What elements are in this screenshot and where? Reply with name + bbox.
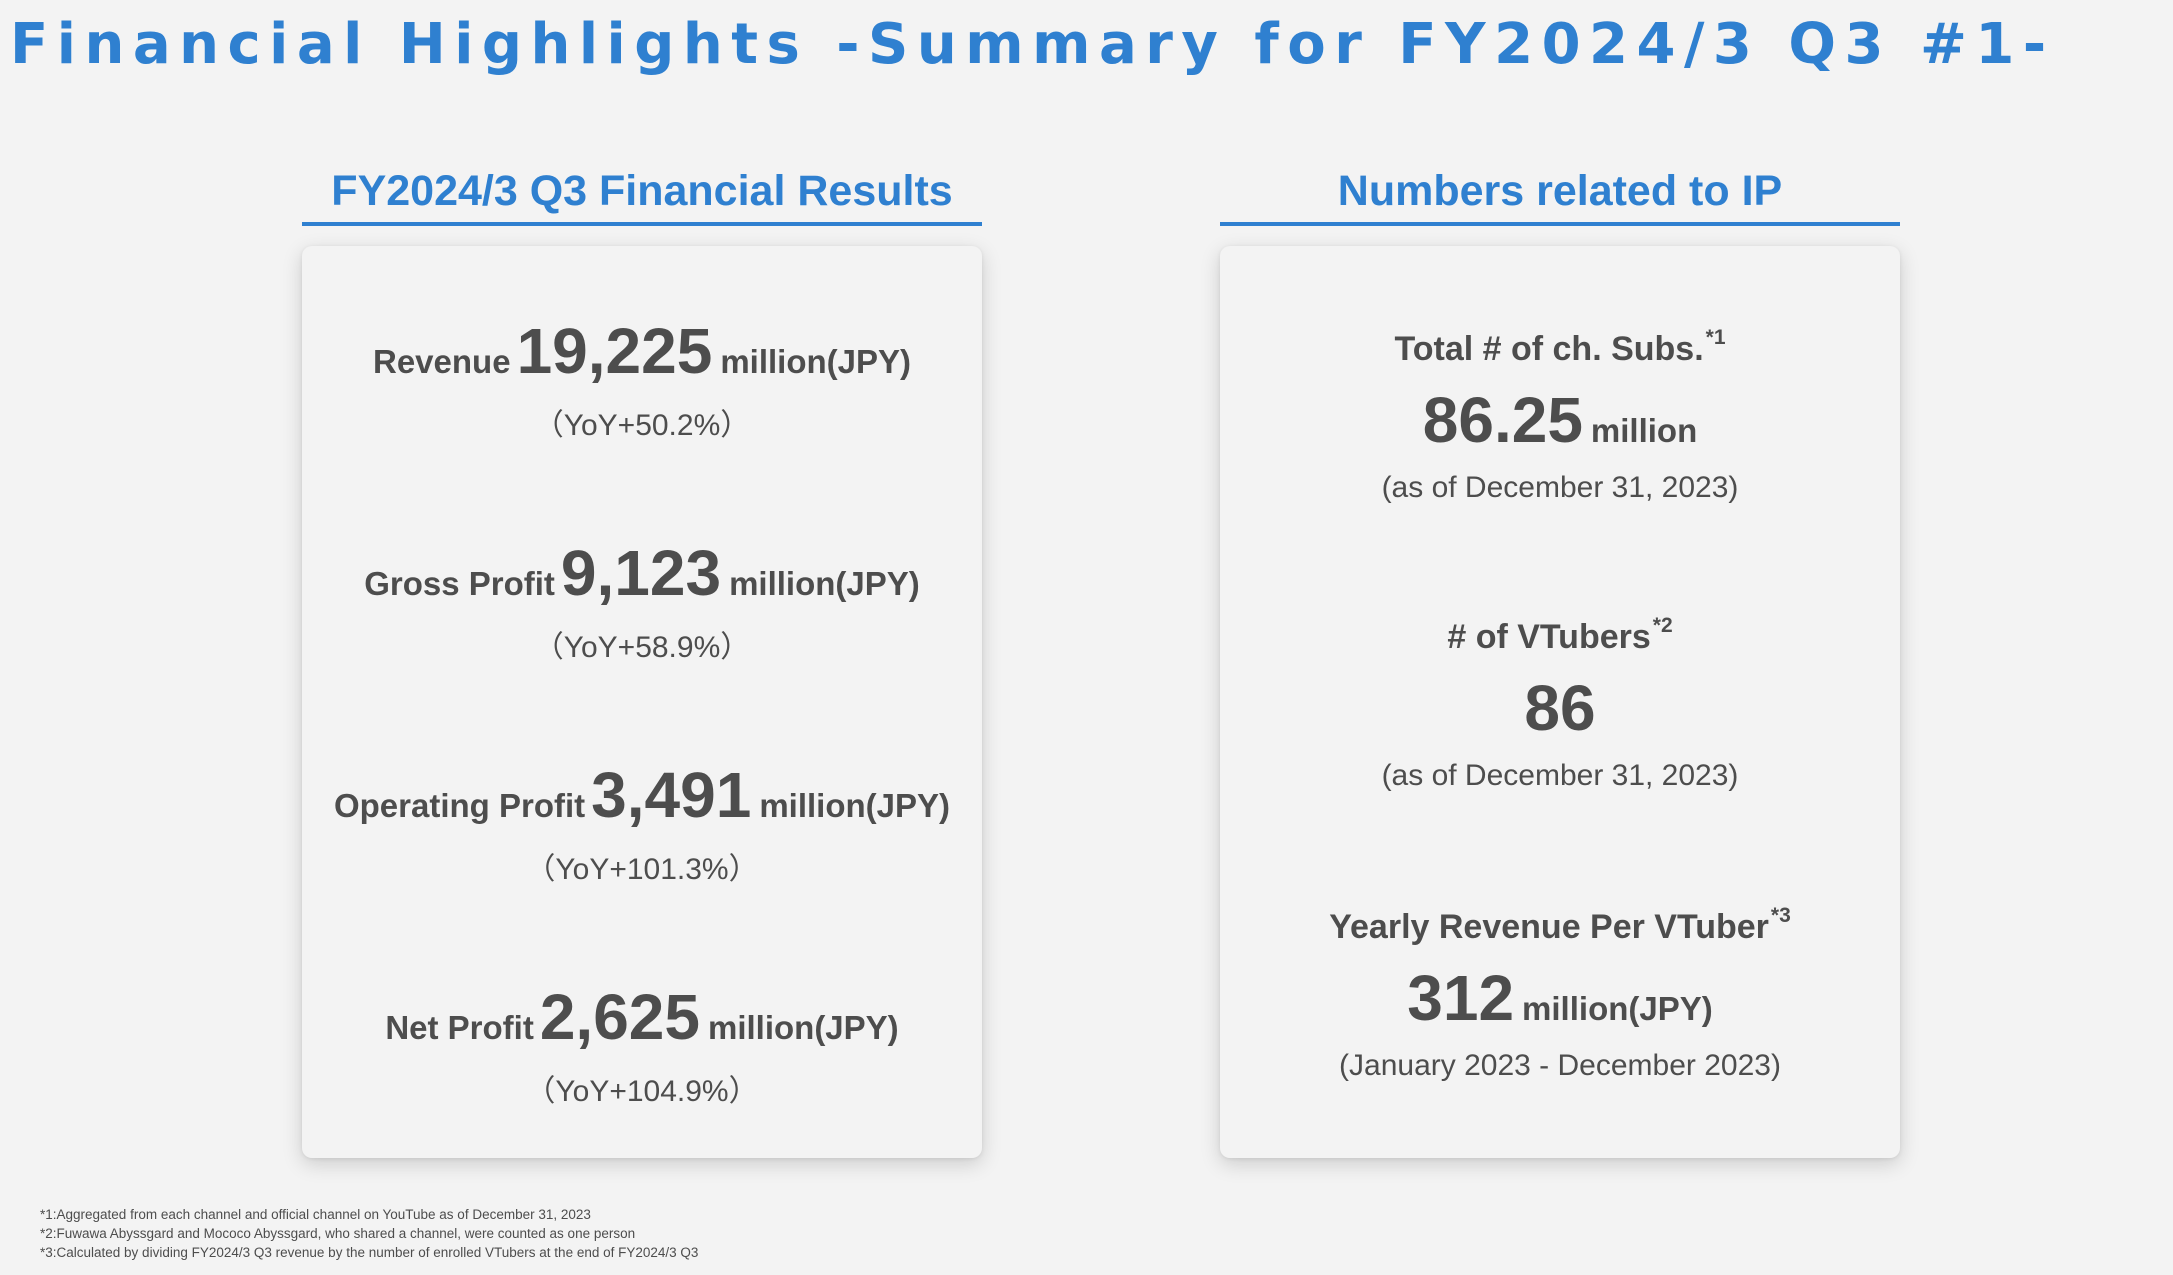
ip-item-unit: million(JPY) [1522,990,1713,1027]
footnote: *2:Fuwawa Abyssgard and Mococo Abyssgard… [40,1226,636,1241]
ip-item-label: # of VTubers [1447,618,1651,656]
ip-item-note: (January 2023 - December 2023) [1339,1049,1781,1082]
footnote-ref: *1 [1705,326,1726,349]
metric-yoy: （YoY+58.9%） [533,631,751,664]
metric-value: 9,123 [560,537,722,609]
metric-label: Revenue [373,343,511,380]
metric-gross-profit: Gross Profit9,123 million(JPY) （YoY+58.9%… [302,536,982,666]
metric-unit: million(JPY) [720,343,911,380]
metric-yoy: （YoY+104.9%） [525,1075,759,1108]
ip-item-unit: million [1590,412,1698,449]
ip-item-vtubers: # of VTubers*2 86 (as of December 31, 20… [1220,614,1900,793]
footnote-ref: *2 [1652,614,1673,637]
financial-results-card: Revenue19,225 million(JPY) （YoY+50.2%） Gr… [302,246,982,1158]
ip-numbers-card: Total # of ch. Subs.*1 86.25 million (as … [1220,246,1900,1158]
metric-revenue: Revenue19,225 million(JPY) （YoY+50.2%） [302,314,982,444]
financial-results-heading: FY2024/3 Q3 Financial Results [302,160,982,226]
metric-unit: million(JPY) [729,565,920,602]
footnote: *3:Calculated by dividing FY2024/3 Q3 re… [40,1245,699,1260]
metric-value: 2,625 [539,981,700,1053]
metric-label: Net Profit [385,1009,534,1046]
metric-label: Operating Profit [333,787,586,824]
ip-item-label: Yearly Revenue Per VTuber [1329,908,1769,946]
ip-item-note: (as of December 31, 2023) [1381,759,1739,792]
metric-yoy: （YoY+50.2%） [533,409,751,442]
ip-numbers-section: Numbers related to IP Total # of ch. Sub… [1220,160,1900,1158]
footnote: *1:Aggregated from each channel and offi… [40,1207,591,1222]
ip-numbers-heading: Numbers related to IP [1220,160,1900,226]
page-title: Financial Highlights -Summary for FY2024… [10,12,2055,77]
ip-item-label: Total # of ch. Subs. [1394,330,1704,368]
metric-unit: million(JPY) [707,1009,899,1046]
ip-item-value: 86 [1524,672,1596,744]
footnote-ref: *3 [1770,904,1791,927]
footnotes: *1:Aggregated from each channel and offi… [40,1205,698,1262]
metric-unit: million(JPY) [759,787,951,824]
financial-results-section: FY2024/3 Q3 Financial Results Revenue19,… [302,160,982,1158]
ip-item-value: 86.25 [1422,384,1583,456]
metric-operating-profit: Operating Profit3,491 million(JPY) （YoY+1… [302,758,982,888]
metric-value: 19,225 [516,315,713,387]
ip-item-value: 312 [1407,962,1515,1034]
metric-label: Gross Profit [364,565,555,602]
metric-value: 3,491 [591,759,752,831]
metric-yoy: （YoY+101.3%） [525,853,759,886]
ip-item-subscribers: Total # of ch. Subs.*1 86.25 million (as … [1220,326,1900,505]
metric-net-profit: Net Profit2,625 million(JPY) （YoY+104.9%） [302,980,982,1110]
ip-item-note: (as of December 31, 2023) [1381,471,1739,504]
ip-item-revenue-per-vtuber: Yearly Revenue Per VTuber*3 312 million(J… [1220,904,1900,1083]
